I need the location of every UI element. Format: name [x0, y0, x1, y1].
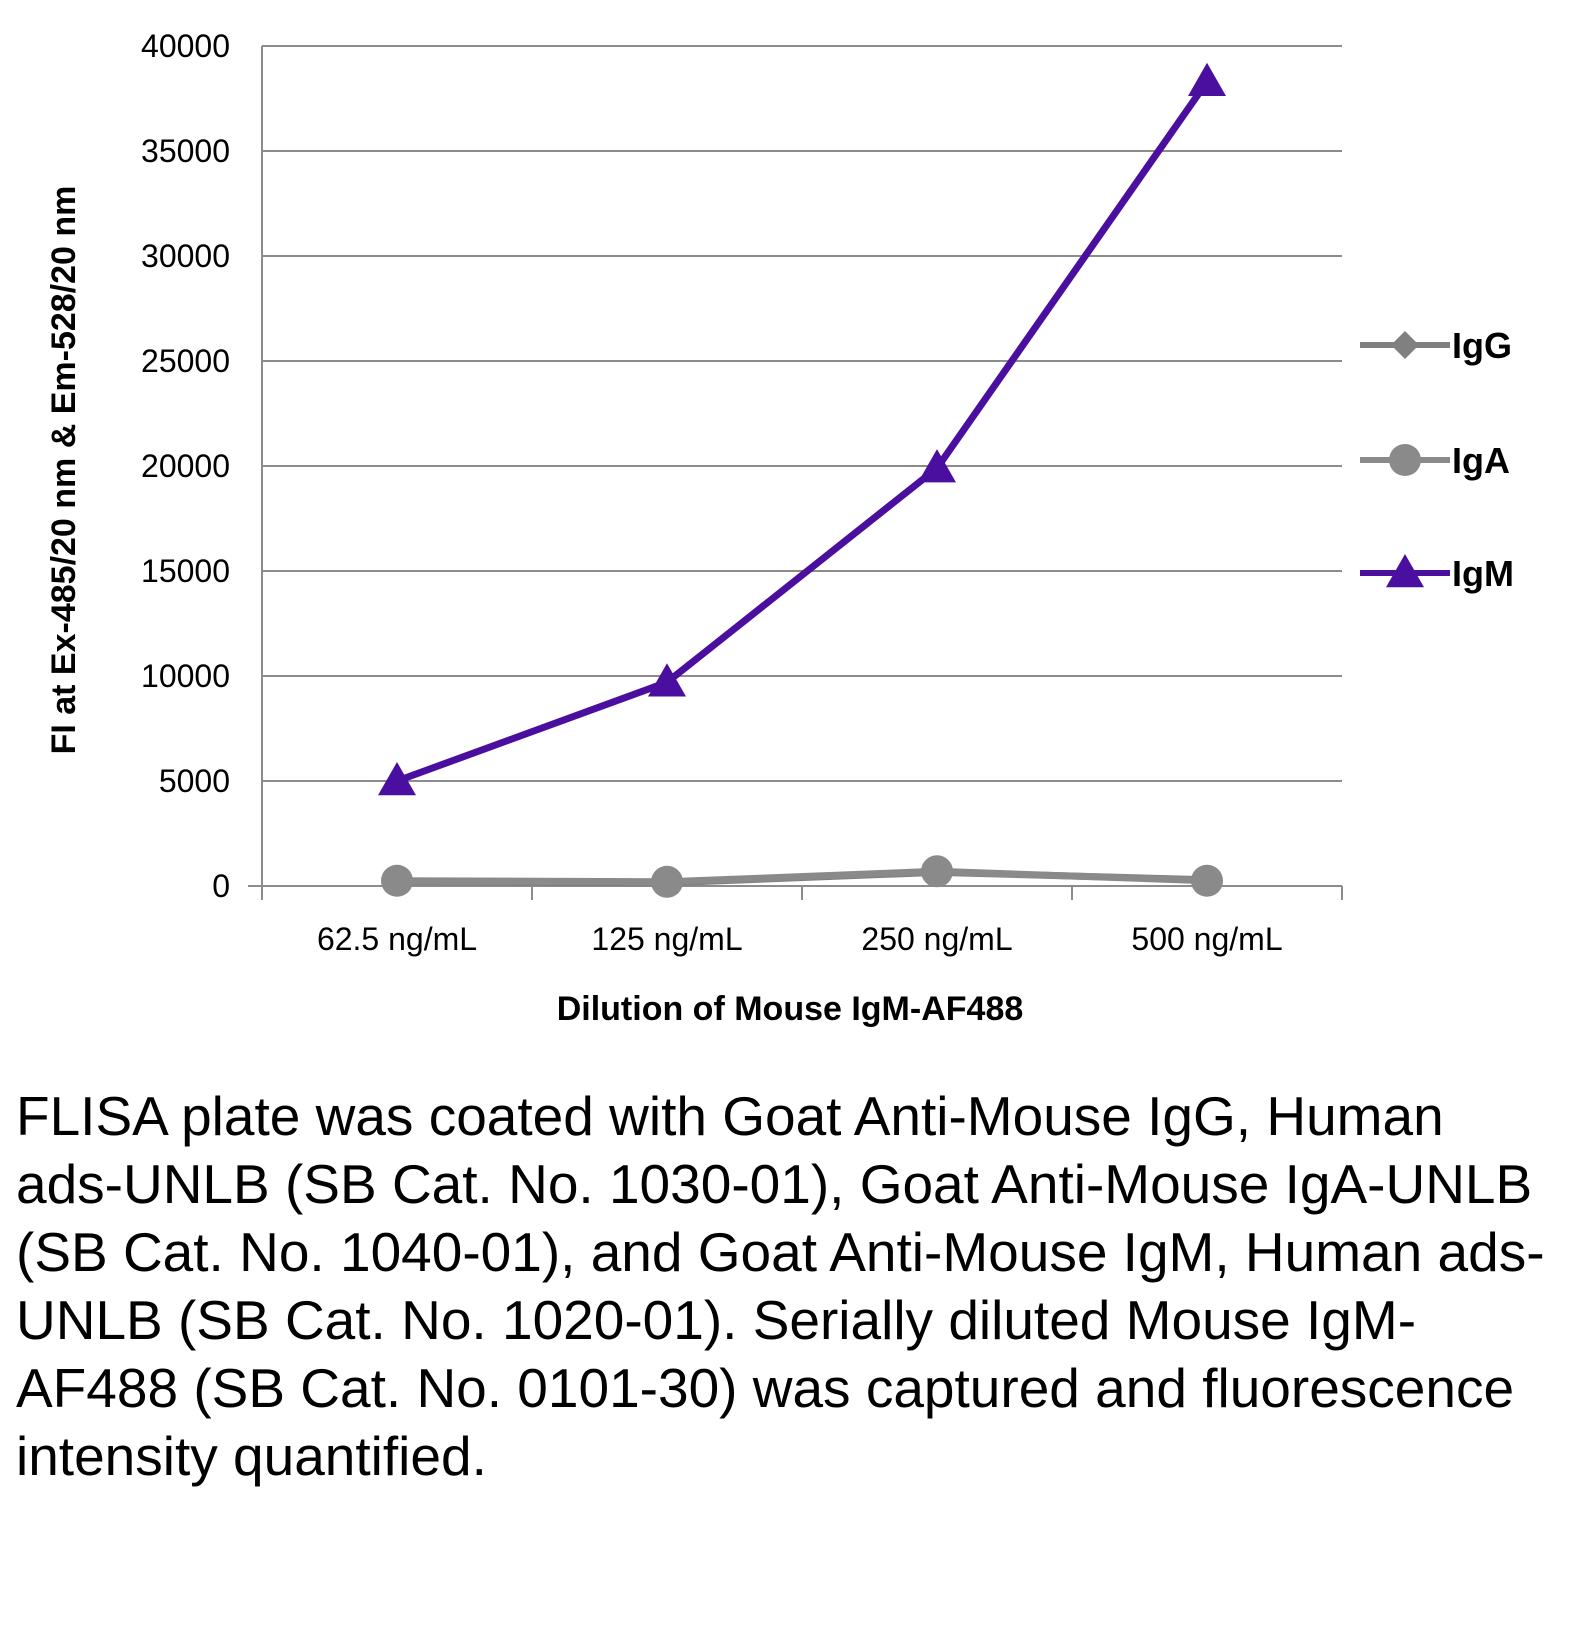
y-tick-label-7: 35000: [141, 133, 230, 169]
legend-label-IgM: IgM: [1452, 553, 1514, 594]
y-tick-label-4: 20000: [141, 448, 230, 484]
x-tick-labels: 62.5 ng/mL 125 ng/mL 250 ng/mL 500 ng/mL: [317, 921, 1283, 957]
series-line-IgA: [396, 867, 1208, 886]
y-axis-title: FI at Ex-485/20 nm & Em-528/20 nm: [45, 186, 83, 755]
data-point-IgM-1: [648, 663, 686, 697]
data-point-IgM-3: [1188, 62, 1226, 96]
gridlines: [262, 45, 1342, 887]
legend-marker-IgG: [1391, 331, 1419, 359]
y-tick-label-0: 0: [212, 868, 230, 904]
legend-item-IgA: IgA: [1360, 440, 1510, 481]
legend-label-IgA: IgA: [1452, 440, 1510, 481]
figure-caption: FLISA plate was coated with Goat Anti-Mo…: [16, 1085, 1545, 1487]
x-tick-label-2: 250 ng/mL: [861, 921, 1012, 957]
y-tick-label-1: 5000: [159, 763, 230, 799]
series-line-IgM: [395, 79, 1210, 785]
y-tick-label-3: 15000: [141, 553, 230, 589]
y-tick-label-2: 10000: [141, 658, 230, 694]
data-point-IgA-3: [1191, 864, 1223, 897]
series-IgA: [381, 855, 1223, 898]
series-group: [378, 62, 1226, 898]
x-tick-label-3: 500 ng/mL: [1131, 921, 1282, 957]
data-point-IgM-0: [378, 762, 416, 796]
x-tick-label-0: 62.5 ng/mL: [317, 921, 477, 957]
legend-label-IgG: IgG: [1452, 325, 1512, 366]
legend-marker-IgM: [1386, 554, 1424, 588]
y-tick-labels: 0 5000 10000 15000 20000 25000 30000 35000 40000: [141, 28, 230, 904]
legend-item-IgG: IgG: [1360, 325, 1512, 366]
data-point-IgA-2: [921, 855, 953, 888]
x-axis-title: Dilution of Mouse IgM-AF488: [557, 990, 1024, 1028]
y-tick-label-6: 30000: [141, 238, 230, 274]
y-tick-label-5: 25000: [141, 343, 230, 379]
y-tick-label-8: 40000: [141, 28, 230, 64]
x-tick-label-1: 125 ng/mL: [591, 921, 742, 957]
legend-item-IgM: IgM: [1360, 553, 1514, 594]
axes: [248, 46, 1343, 900]
line-chart: 0 5000 10000 15000 20000 25000 30000 35000 40000…: [45, 28, 1514, 1028]
data-point-IgM-2: [918, 449, 956, 483]
legend: IgG IgA IgM: [1360, 325, 1514, 594]
data-point-IgA-1: [651, 865, 683, 898]
legend-marker-IgA: [1389, 444, 1421, 476]
data-point-IgA-0: [381, 864, 413, 897]
series-IgM: [378, 62, 1226, 796]
